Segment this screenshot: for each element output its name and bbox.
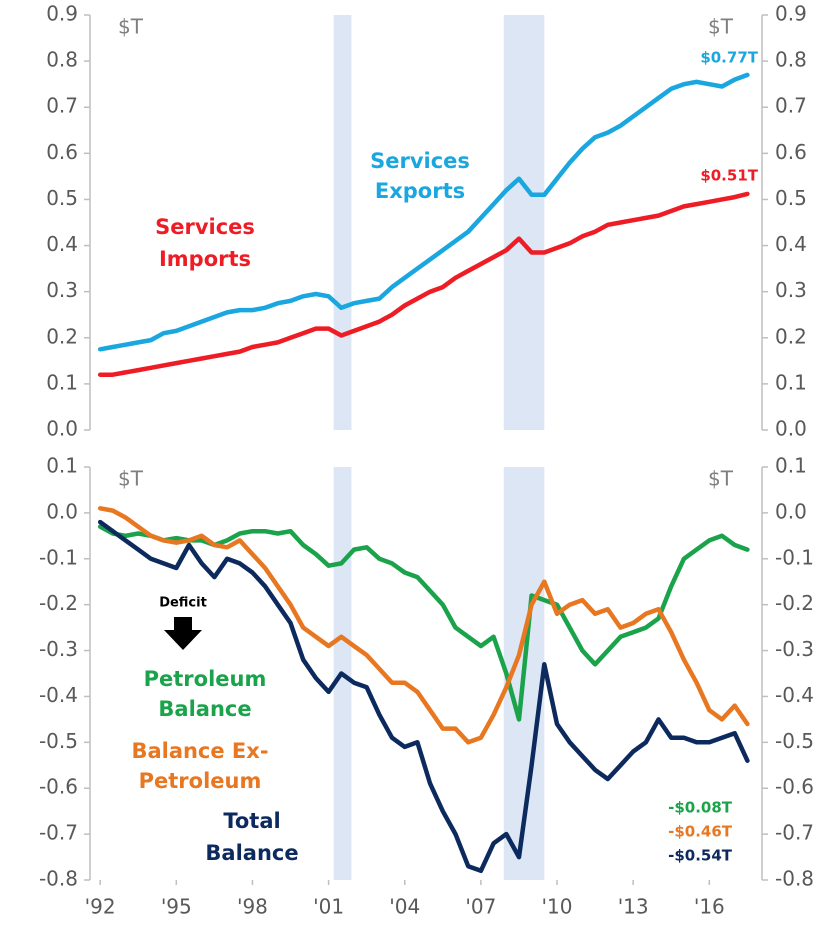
y-tick-label: 0.1: [46, 370, 78, 394]
series-label: Balance Ex-: [131, 739, 268, 763]
y2-tick-label: 0.9: [775, 2, 807, 26]
y2-tick-label: 0.3: [775, 278, 807, 302]
recession-band: [333, 15, 352, 430]
series-label: Imports: [159, 247, 251, 271]
series-label: Petroleum: [139, 769, 262, 793]
series-line: [97, 72, 750, 352]
deficit-label: Deficit: [159, 596, 207, 611]
deficit-arrow: [164, 617, 202, 650]
y2-tick-label: -0.5: [775, 729, 814, 753]
y2-tick-label: -0.6: [775, 775, 814, 799]
y2-tick-label: 0.2: [775, 324, 807, 348]
y2-tick-label: 0.5: [775, 186, 807, 210]
y-tick-label: 0.3: [46, 278, 78, 302]
y2-tick-label: -0.7: [775, 821, 814, 845]
series-label: Services: [155, 215, 255, 239]
end-label: -$0.46T: [668, 823, 733, 841]
y-tick-label: 0.7: [46, 94, 78, 118]
series-label: Exports: [375, 179, 465, 203]
y2-tick-label: 0.0: [775, 417, 807, 441]
y-tick-label: 0.0: [46, 499, 78, 523]
y-tick-label: -0.5: [39, 729, 78, 753]
x-tick-label: '98: [237, 895, 268, 919]
end-label: -$0.08T: [668, 799, 733, 817]
series-label: Petroleum: [144, 667, 267, 691]
y-tick-label: -0.2: [39, 591, 78, 615]
shades: [333, 15, 545, 880]
y-tick-label: -0.4: [39, 683, 78, 707]
y-tick-label: -0.7: [39, 821, 78, 845]
recession-band: [503, 15, 545, 430]
end-label: $0.77T: [700, 49, 758, 67]
y-tick-label: 0.8: [46, 48, 78, 72]
unit-label: $T: [708, 15, 734, 39]
y2-tick-label: 0.4: [775, 232, 807, 256]
y2-tick-label: -0.3: [775, 637, 814, 661]
y2-tick-label: 0.1: [775, 454, 807, 478]
series-line: [97, 506, 750, 745]
y2-tick-label: 0.8: [775, 48, 807, 72]
series-label: Total: [223, 809, 280, 833]
lines: [97, 72, 750, 874]
y2-tick-label: 0.0: [775, 499, 807, 523]
series-label: Services: [370, 149, 470, 173]
y-tick-label: -0.6: [39, 775, 78, 799]
unit-label: $T: [708, 467, 734, 491]
y2-tick-label: -0.4: [775, 683, 814, 707]
y-tick-label: -0.3: [39, 637, 78, 661]
y2-tick-label: -0.8: [775, 867, 814, 891]
end-label: $0.51T: [700, 167, 758, 185]
y-tick-label: 0.6: [46, 140, 78, 164]
x-tick-label: '95: [161, 895, 192, 919]
annotations: $T $T Services Exports Services Imports …: [118, 15, 759, 866]
y-tick-label: 0.9: [46, 2, 78, 26]
y2-tick-label: 0.6: [775, 140, 807, 164]
x-tick-label: '13: [618, 895, 649, 919]
series-label: Balance: [158, 697, 251, 721]
unit-label: $T: [118, 15, 144, 39]
y2-tick-label: 0.1: [775, 370, 807, 394]
end-label: -$0.54T: [668, 847, 733, 865]
x-tick-label: '10: [542, 895, 573, 919]
x-tick-label: '92: [85, 895, 116, 919]
y-tick-label: 0.1: [46, 454, 78, 478]
y-tick-label: 0.5: [46, 186, 78, 210]
y2-tick-label: -0.2: [775, 591, 814, 615]
y-tick-label: 0.0: [46, 417, 78, 441]
x-tick-label: '01: [313, 895, 344, 919]
y-tick-label: 0.4: [46, 232, 78, 256]
y2-tick-label: 0.7: [775, 94, 807, 118]
y-tick-label: -0.8: [39, 867, 78, 891]
unit-label: $T: [118, 467, 144, 491]
x-tick-label: '16: [694, 895, 725, 919]
y-tick-label: -0.1: [39, 545, 78, 569]
x-tick-label: '07: [465, 895, 496, 919]
y2-tick-label: -0.1: [775, 545, 814, 569]
x-tick-label: '04: [389, 895, 420, 919]
series-label: Balance: [205, 841, 298, 865]
series-line: [97, 519, 750, 874]
series-line: [97, 191, 750, 377]
y-tick-label: 0.2: [46, 324, 78, 348]
axes: 0.0 0.1 0.2 0.3 0.4 0.5 0.6 0.7 0.8 0.9 0.0 0.1 0.2 0…: [39, 2, 814, 919]
